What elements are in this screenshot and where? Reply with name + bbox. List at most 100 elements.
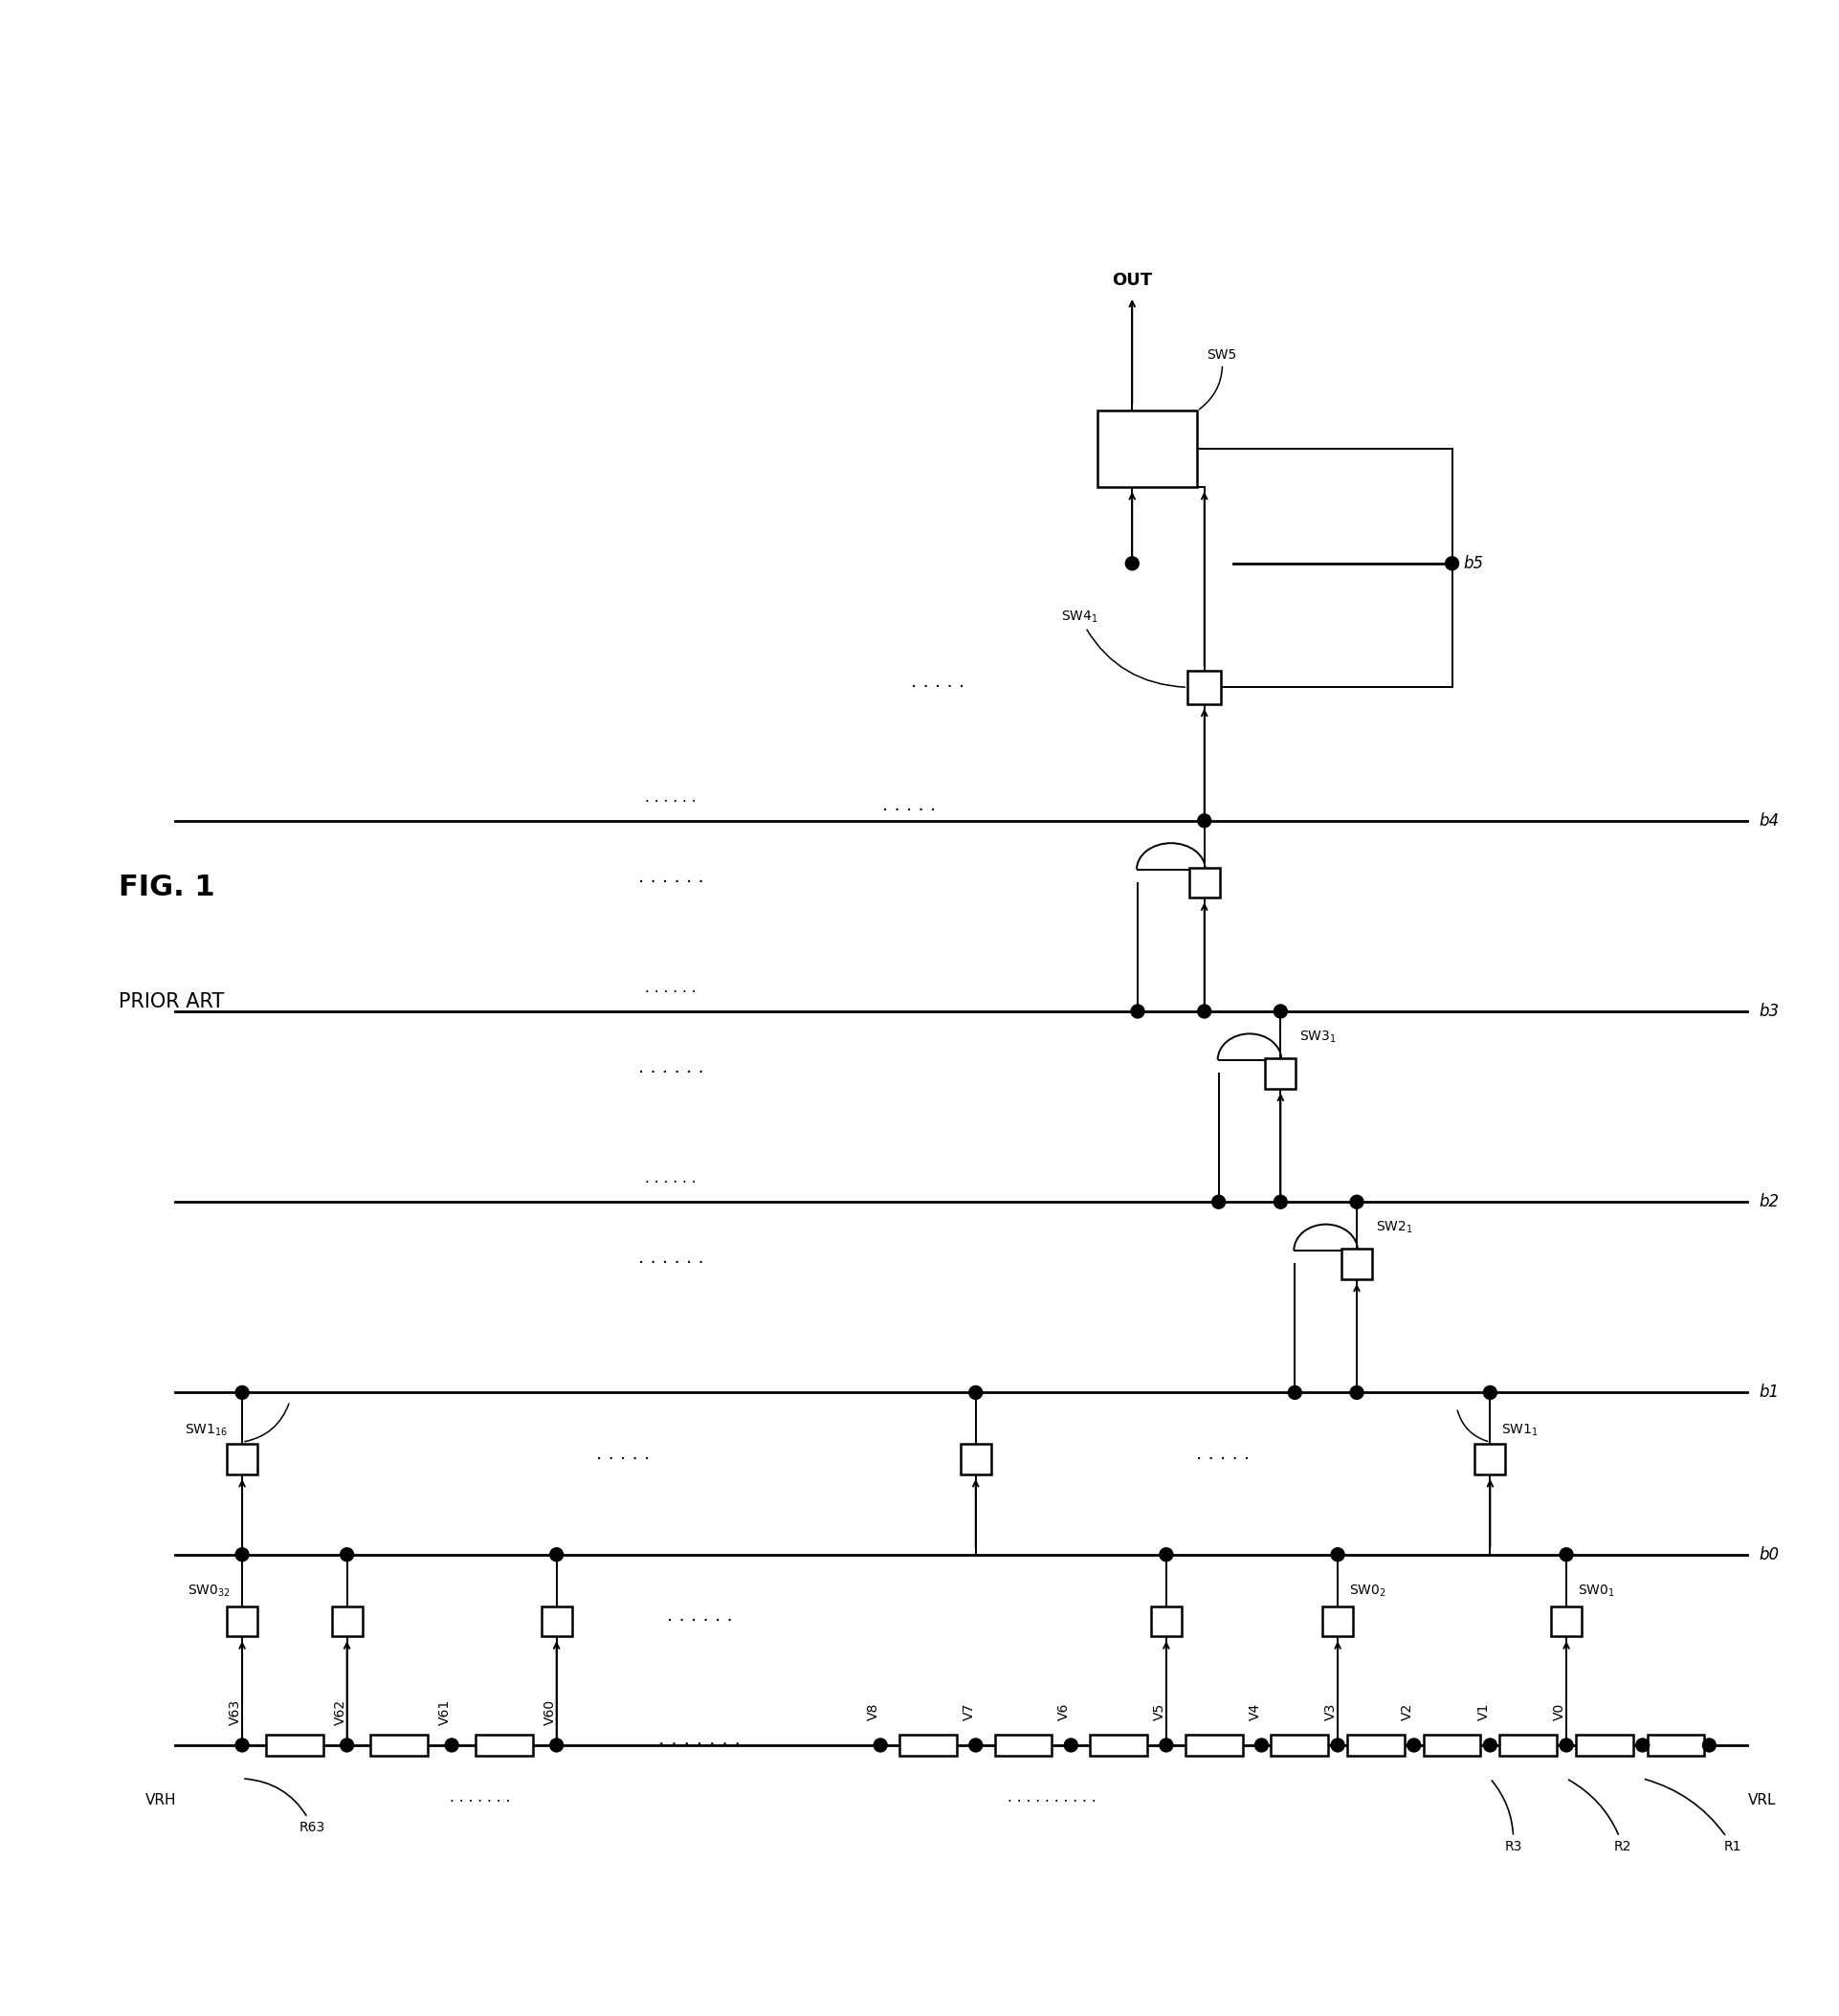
Text: VRH: VRH xyxy=(145,1792,177,1806)
Text: · · · · · · ·: · · · · · · · xyxy=(451,1794,511,1810)
Circle shape xyxy=(1197,1004,1212,1018)
Circle shape xyxy=(1254,1738,1269,1752)
Bar xyxy=(1576,1734,1633,1756)
Text: SW0$_2$: SW0$_2$ xyxy=(1350,1583,1387,1599)
Text: SW2$_1$: SW2$_1$ xyxy=(1376,1220,1412,1236)
Text: V7: V7 xyxy=(962,1704,977,1720)
Circle shape xyxy=(1197,814,1212,827)
Text: SW0$_{32}$: SW0$_{32}$ xyxy=(188,1583,230,1599)
Circle shape xyxy=(1125,556,1138,571)
Text: SW0$_1$: SW0$_1$ xyxy=(1578,1583,1615,1599)
Circle shape xyxy=(1274,1004,1287,1018)
Text: · · · · ·: · · · · · xyxy=(596,1450,651,1468)
Text: b4: b4 xyxy=(1758,812,1778,829)
Text: V6: V6 xyxy=(1057,1704,1070,1720)
Bar xyxy=(1190,867,1219,897)
Text: b2: b2 xyxy=(1758,1193,1778,1210)
Text: · · · · · ·: · · · · · · xyxy=(638,1064,704,1083)
Circle shape xyxy=(235,1385,248,1399)
Text: V1: V1 xyxy=(1477,1704,1490,1720)
Text: · · · · ·: · · · · · xyxy=(1197,1450,1251,1468)
Text: V63: V63 xyxy=(228,1699,243,1726)
Bar xyxy=(1341,1248,1372,1278)
Text: V3: V3 xyxy=(1324,1704,1337,1720)
Text: VRL: VRL xyxy=(1747,1792,1776,1806)
Text: b5: b5 xyxy=(1464,554,1484,573)
Text: SW3$_1$: SW3$_1$ xyxy=(1300,1028,1337,1044)
Circle shape xyxy=(1637,1738,1650,1752)
Circle shape xyxy=(1131,1004,1144,1018)
Bar xyxy=(1091,1734,1148,1756)
Circle shape xyxy=(1350,1385,1363,1399)
Circle shape xyxy=(1287,1385,1302,1399)
Bar xyxy=(960,1443,991,1474)
Text: · · · · · ·: · · · · · · xyxy=(645,794,697,808)
Text: V0: V0 xyxy=(1552,1704,1567,1720)
Text: R2: R2 xyxy=(1569,1780,1631,1853)
Bar xyxy=(1098,411,1197,488)
Text: V8: V8 xyxy=(866,1704,881,1720)
Bar xyxy=(995,1734,1052,1756)
Circle shape xyxy=(1331,1738,1344,1752)
Bar xyxy=(331,1607,362,1637)
Text: SW4$_1$: SW4$_1$ xyxy=(1061,609,1184,687)
Circle shape xyxy=(1331,1548,1344,1560)
Bar xyxy=(1151,1607,1181,1637)
Text: V2: V2 xyxy=(1401,1704,1414,1720)
Bar xyxy=(1648,1734,1705,1756)
Circle shape xyxy=(235,1548,248,1560)
Bar xyxy=(1322,1607,1354,1637)
Bar xyxy=(226,1607,257,1637)
Circle shape xyxy=(550,1548,563,1560)
Circle shape xyxy=(1703,1738,1716,1752)
Text: · · · · · ·: · · · · · · xyxy=(645,1175,697,1191)
Circle shape xyxy=(1484,1738,1497,1752)
Circle shape xyxy=(1559,1738,1572,1752)
Bar xyxy=(476,1734,533,1756)
Circle shape xyxy=(550,1738,563,1752)
Text: FIG. 1: FIG. 1 xyxy=(118,873,215,901)
Bar xyxy=(541,1607,572,1637)
Text: R63: R63 xyxy=(245,1778,326,1835)
Circle shape xyxy=(1160,1548,1173,1560)
Circle shape xyxy=(1160,1738,1173,1752)
Bar xyxy=(1186,1734,1243,1756)
Text: R1: R1 xyxy=(1646,1780,1742,1853)
Circle shape xyxy=(1350,1195,1363,1210)
Text: b1: b1 xyxy=(1758,1383,1778,1401)
Bar xyxy=(1499,1734,1558,1756)
Text: V62: V62 xyxy=(333,1699,348,1726)
Bar xyxy=(1423,1734,1480,1756)
Circle shape xyxy=(969,1385,982,1399)
Circle shape xyxy=(445,1738,458,1752)
Circle shape xyxy=(1559,1548,1572,1560)
Text: SW1$_{16}$: SW1$_{16}$ xyxy=(184,1423,228,1437)
Bar xyxy=(1348,1734,1405,1756)
Text: · · · · · · · · · ·: · · · · · · · · · · xyxy=(1008,1794,1096,1810)
Circle shape xyxy=(1065,1738,1078,1752)
Bar xyxy=(371,1734,428,1756)
Text: V4: V4 xyxy=(1249,1704,1262,1720)
Circle shape xyxy=(1407,1738,1420,1752)
Text: SW5: SW5 xyxy=(1199,349,1236,409)
Circle shape xyxy=(1212,1195,1225,1210)
Bar xyxy=(1265,1058,1296,1089)
Circle shape xyxy=(235,1738,248,1752)
Bar xyxy=(899,1734,956,1756)
Bar xyxy=(1188,671,1221,704)
Text: V60: V60 xyxy=(543,1699,557,1726)
Circle shape xyxy=(340,1738,353,1752)
Text: V5: V5 xyxy=(1153,1704,1166,1720)
Circle shape xyxy=(340,1548,353,1560)
Circle shape xyxy=(1484,1385,1497,1399)
Circle shape xyxy=(1445,556,1458,571)
Text: · · · · · ·: · · · · · · xyxy=(638,1254,704,1272)
Text: · · · · · · ·: · · · · · · · xyxy=(658,1736,741,1754)
Text: V61: V61 xyxy=(438,1699,452,1726)
Bar xyxy=(1550,1607,1582,1637)
Bar xyxy=(267,1734,324,1756)
Text: · · · · · ·: · · · · · · xyxy=(638,873,704,891)
Text: b3: b3 xyxy=(1758,1002,1778,1020)
Text: PRIOR ART: PRIOR ART xyxy=(118,992,224,1012)
Bar xyxy=(1271,1734,1328,1756)
